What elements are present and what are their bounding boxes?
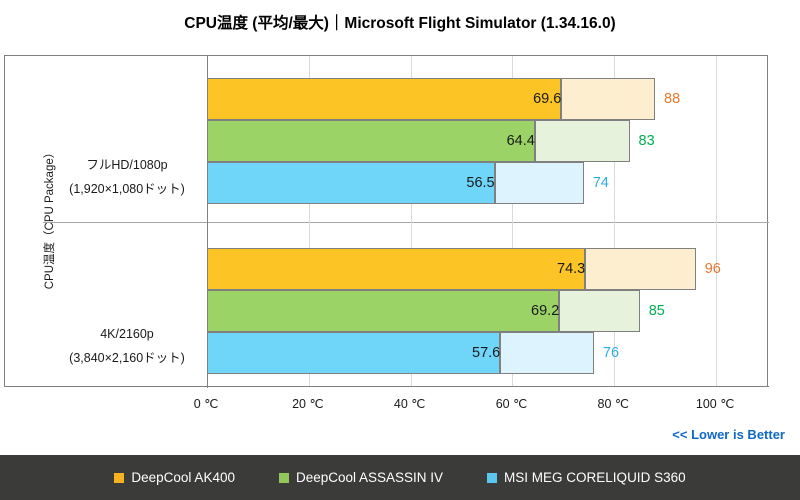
category-label-2160p: 4K/2160p (3,840×2,160ドット) bbox=[47, 328, 207, 364]
bar-segment-average[interactable] bbox=[207, 332, 501, 374]
legend-item-label: DeepCool AK400 bbox=[131, 470, 235, 485]
x-tick-label: 100 ℃ bbox=[695, 397, 735, 411]
bar-average-value-label: 64.4 bbox=[506, 133, 535, 149]
bar-average-value-label: 57.6 bbox=[472, 345, 501, 361]
legend-item-label: MSI MEG CORELIQUID S360 bbox=[504, 470, 686, 485]
bar-row: 69.6 bbox=[207, 78, 655, 120]
bar-segment-maximum[interactable] bbox=[561, 78, 655, 120]
y-axis-line bbox=[207, 56, 208, 388]
category-label-line1: 4K/2160p bbox=[100, 327, 154, 341]
x-tick-label: 0 ℃ bbox=[193, 397, 219, 411]
legend-item-label: DeepCool ASSASSIN IV bbox=[295, 470, 444, 485]
plot-frame: CPU温度（CPU Package） フルHD/1080p (1,920×1,0… bbox=[4, 55, 769, 388]
gridline bbox=[512, 56, 514, 386]
category-separator bbox=[43, 222, 769, 223]
x-tick-label: 60 ℃ bbox=[495, 397, 528, 411]
legend-swatch-icon bbox=[278, 472, 289, 483]
legend-item[interactable]: DeepCool ASSASSIN IV bbox=[278, 470, 444, 485]
gridline bbox=[410, 56, 412, 386]
bar-maximum-value-label: 85 bbox=[648, 303, 665, 319]
chart-title: CPU温度 (平均/最大)｜Microsoft Flight Simulator… bbox=[184, 15, 616, 32]
legend-bar: DeepCool AK400 DeepCool ASSASSIN IV MSI ME… bbox=[0, 455, 800, 500]
category-label-line2: (1,920×1,080ドット) bbox=[69, 181, 185, 196]
gridline bbox=[614, 56, 616, 386]
legend-swatch-icon bbox=[114, 472, 125, 483]
bar-row: 56.5 bbox=[207, 162, 584, 204]
x-tick-label: 20 ℃ bbox=[292, 397, 324, 411]
bar-average-value-label: 69.2 bbox=[531, 303, 560, 319]
bar-segment-maximum[interactable] bbox=[534, 120, 630, 162]
bar-segment-maximum[interactable] bbox=[559, 290, 640, 332]
bar-segment-average[interactable] bbox=[207, 290, 560, 332]
bar-row: 69.2 bbox=[207, 290, 640, 332]
gridline bbox=[716, 56, 718, 386]
bar-segment-maximum[interactable] bbox=[494, 162, 584, 204]
bar-average-value-label: 69.6 bbox=[533, 91, 562, 107]
x-axis-line bbox=[207, 386, 769, 387]
y-axis-title: CPU温度（CPU Package） bbox=[44, 146, 56, 290]
legend-item[interactable]: MSI MEG CORELIQUID S360 bbox=[487, 470, 686, 485]
bar-maximum-value-label: 88 bbox=[664, 91, 681, 107]
bar-segment-maximum[interactable] bbox=[585, 248, 696, 290]
bar-row: 74.3 bbox=[207, 248, 696, 290]
bar-maximum-value-label: 76 bbox=[602, 345, 620, 361]
category-label-1080p: フルHD/1080p (1,920×1,080ドット) bbox=[47, 159, 207, 195]
category-label-line1: フルHD/1080p bbox=[86, 158, 168, 172]
bar-maximum-value-label: 74 bbox=[592, 175, 609, 191]
bar-average-value-label: 74.3 bbox=[557, 261, 586, 277]
x-tick-label: 40 ℃ bbox=[393, 397, 426, 411]
plot-area: 69.6 88 64.4 83 56.5 74 74.3 96 69.2 85 57.6 76 bbox=[207, 56, 769, 388]
legend-item[interactable]: DeepCool AK400 bbox=[114, 470, 235, 485]
bar-segment-maximum[interactable] bbox=[500, 332, 594, 374]
bar-segment-average[interactable] bbox=[207, 78, 562, 120]
bar-row: 57.6 bbox=[207, 332, 594, 374]
bar-maximum-value-label: 96 bbox=[704, 261, 721, 277]
bar-average-value-label: 56.5 bbox=[466, 175, 495, 191]
lower-is-better-note: << Lower is Better bbox=[672, 427, 785, 442]
bar-maximum-value-label: 83 bbox=[638, 133, 655, 149]
bar-segment-average[interactable] bbox=[207, 248, 586, 290]
x-tick-label: 80 ℃ bbox=[597, 397, 629, 411]
bar-segment-average[interactable] bbox=[207, 120, 535, 162]
category-label-line2: (3,840×2,160ドット) bbox=[69, 350, 185, 365]
legend-items: DeepCool AK400 DeepCool ASSASSIN IV MSI ME… bbox=[0, 455, 800, 500]
gridline bbox=[308, 56, 310, 386]
legend-swatch-icon bbox=[487, 472, 498, 483]
bar-segment-average[interactable] bbox=[207, 162, 495, 204]
bar-row: 64.4 bbox=[207, 120, 630, 162]
